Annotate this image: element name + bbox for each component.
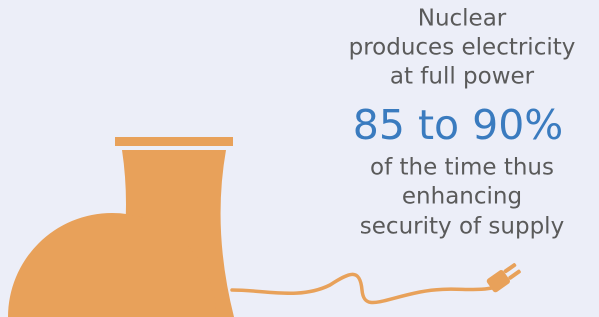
highlight: 85 to 90% xyxy=(353,101,564,149)
text-line: Nuclear xyxy=(418,6,507,32)
text-line: enhancing xyxy=(402,184,522,210)
text-line: at full power xyxy=(390,64,535,90)
text-line: security of supply xyxy=(360,214,564,240)
infographic: Nuclear produces electricity at full pow… xyxy=(0,0,599,317)
text-line: produces electricity xyxy=(349,35,576,61)
page: {"text_lines": ["Nuclear", "produces ele… xyxy=(0,0,599,317)
tower-cap xyxy=(115,137,233,146)
text-line: of the time thus xyxy=(370,155,554,181)
